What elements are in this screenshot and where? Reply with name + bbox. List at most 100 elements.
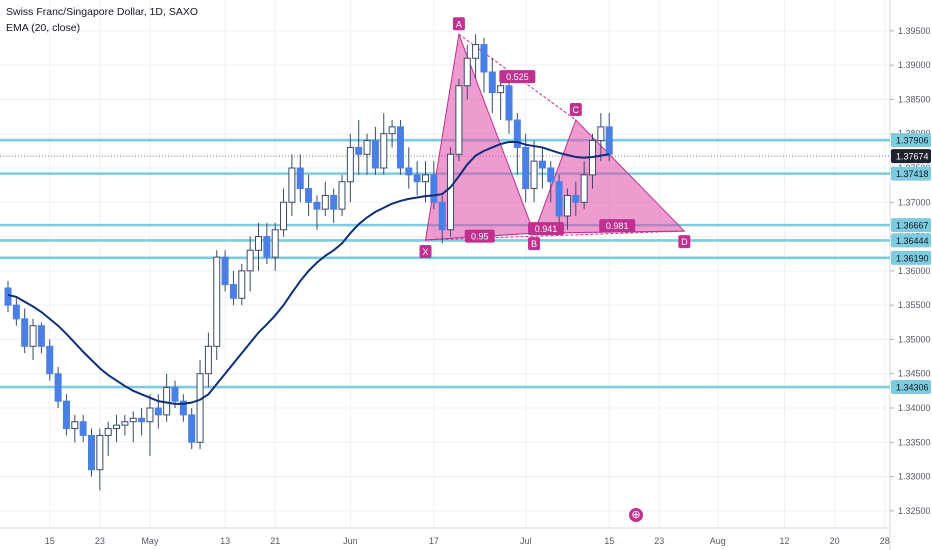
candle-body (88, 434, 95, 471)
candle-body (346, 146, 354, 183)
candle-body (146, 407, 154, 423)
time-tick-label: 23 (654, 536, 664, 546)
candle (605, 113, 613, 162)
candle-body (547, 167, 555, 183)
candle-body (96, 434, 104, 471)
pattern-ratio-label: 0.981 (599, 219, 636, 233)
candle-body (363, 140, 371, 155)
candle (12, 298, 20, 326)
candle-body (12, 304, 20, 320)
price-axis-label-text: 1.37418 (896, 169, 929, 179)
candle-body (472, 44, 480, 59)
candle-body (179, 400, 187, 416)
candle-body (355, 146, 363, 155)
price-tick-label: 1.35500 (898, 300, 931, 310)
candle (355, 120, 363, 175)
candle-body (463, 57, 471, 87)
candle-body (37, 325, 45, 347)
candle-body (271, 229, 279, 258)
candle (447, 147, 455, 237)
candle (79, 414, 87, 443)
candle (363, 133, 371, 175)
candle (455, 78, 463, 162)
candle (430, 161, 438, 210)
candle (54, 366, 62, 408)
indicator-legend[interactable]: EMA (20, close) (6, 22, 81, 34)
candle-body (246, 249, 254, 272)
candle-body (129, 417, 137, 423)
candle-body (530, 160, 538, 190)
candle (488, 58, 496, 114)
candle (330, 188, 338, 223)
time-tick-label: Jul (520, 536, 532, 546)
candle (154, 394, 162, 429)
candle (380, 113, 388, 175)
candle-body (430, 174, 438, 203)
candle-body (338, 181, 346, 210)
candle (46, 339, 54, 381)
price-axis-label-text: 1.37674 (896, 152, 929, 162)
candle-body (388, 126, 396, 135)
ema-line (7, 140, 610, 405)
candle-body (204, 345, 212, 375)
candle (346, 133, 354, 203)
candle (179, 394, 187, 422)
time-tick-label: Aug (710, 536, 726, 546)
candle (62, 394, 70, 436)
pattern-ratio-line (425, 230, 685, 241)
candle (413, 161, 421, 196)
candle (538, 147, 546, 189)
candle-body (171, 386, 179, 402)
candle-body (405, 167, 413, 176)
candle-body (330, 194, 338, 210)
pattern-ratio-text: 0.95 (471, 232, 489, 242)
candle-body (46, 345, 54, 375)
candle-body (580, 174, 588, 203)
candle (204, 332, 212, 388)
candle (255, 222, 262, 271)
candle (88, 428, 95, 477)
candle (371, 126, 379, 175)
candle-body (54, 373, 62, 402)
price-axis-label-text: 1.36444 (896, 236, 929, 246)
pattern-point-label: D (681, 237, 688, 247)
candle-body (62, 400, 70, 430)
symbol-title[interactable]: Swiss Franc/Singapore Dollar, 1D, SAXO (6, 6, 198, 18)
candle-body (572, 194, 580, 203)
pattern-point-c: C (569, 103, 582, 116)
candle-body (29, 325, 37, 347)
candle-body (305, 188, 313, 203)
candle (580, 161, 588, 210)
candle-body (263, 236, 271, 258)
price-tick-label: 1.32500 (898, 506, 931, 516)
candle (288, 154, 296, 216)
candle (338, 174, 346, 216)
candle (513, 113, 521, 175)
pattern-ratio-label: 0.525 (499, 70, 536, 84)
candle-body (229, 284, 237, 299)
time-tick-label: May (141, 536, 159, 546)
candle-body (321, 194, 329, 210)
price-axis-label: 1.36444 (891, 233, 931, 248)
pattern-point-d: D (678, 235, 691, 249)
pattern-point-b: B (528, 237, 541, 251)
add-drawing-icon[interactable]: ⊕ (629, 508, 643, 522)
pattern-ratio-text: 0.941 (535, 224, 558, 234)
candle (263, 222, 271, 264)
candle (129, 411, 137, 443)
candle-body (413, 174, 421, 183)
candle-body (104, 428, 112, 436)
candle-body (371, 140, 379, 169)
candle-body (213, 256, 221, 347)
candle-body (488, 71, 496, 94)
pattern-point-label: C (573, 105, 580, 115)
candle (113, 414, 121, 443)
candle (313, 195, 321, 230)
candle (472, 34, 480, 79)
pattern-point-x: X (419, 245, 432, 258)
candle-body (396, 126, 404, 169)
candle-body (154, 407, 162, 416)
candle (555, 174, 563, 223)
candle-body (4, 287, 12, 306)
